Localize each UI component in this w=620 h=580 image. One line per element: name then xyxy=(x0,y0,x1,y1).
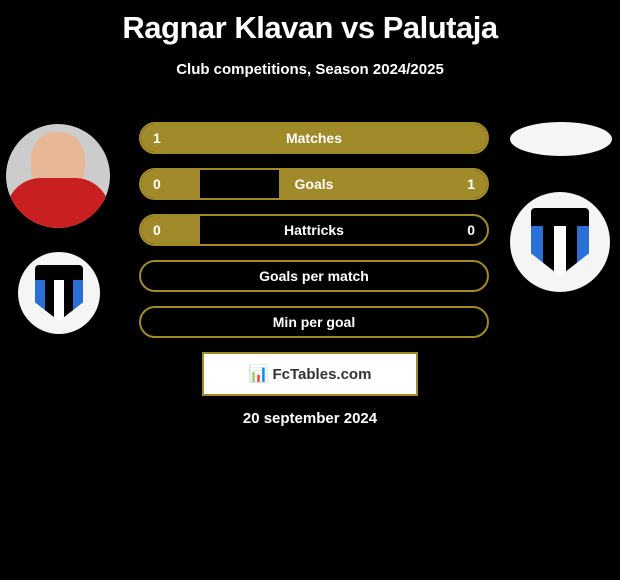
player-left-column xyxy=(6,124,110,228)
stat-value-right: 1 xyxy=(467,170,475,198)
chart-icon: 📊 xyxy=(249,364,269,384)
stat-bar: 0Goals1 xyxy=(139,168,489,200)
stat-value-right: 0 xyxy=(467,216,475,244)
date-text: 20 september 2024 xyxy=(0,410,620,427)
stat-label: Goals xyxy=(141,170,487,198)
stat-bar: Goals per match xyxy=(139,260,489,292)
player-left-club-badge xyxy=(18,252,100,334)
page-title: Ragnar Klavan vs Palutaja xyxy=(0,0,620,46)
player-right-avatar xyxy=(510,122,612,156)
player-left-avatar xyxy=(6,124,110,228)
watermark: 📊 FcTables.com xyxy=(202,352,418,396)
stat-bar: 1Matches xyxy=(139,122,489,154)
stat-label: Goals per match xyxy=(141,262,487,290)
player-right-column xyxy=(510,122,612,292)
stat-label: Hattricks xyxy=(141,216,487,244)
stat-label: Matches xyxy=(141,124,487,152)
subtitle: Club competitions, Season 2024/2025 xyxy=(0,61,620,78)
player-right-club-badge xyxy=(510,192,610,292)
watermark-text: FcTables.com xyxy=(273,366,372,383)
stats-bars: 1Matches0Goals10Hattricks0Goals per matc… xyxy=(139,122,489,352)
stat-label: Min per goal xyxy=(141,308,487,336)
stat-bar: 0Hattricks0 xyxy=(139,214,489,246)
stat-bar: Min per goal xyxy=(139,306,489,338)
